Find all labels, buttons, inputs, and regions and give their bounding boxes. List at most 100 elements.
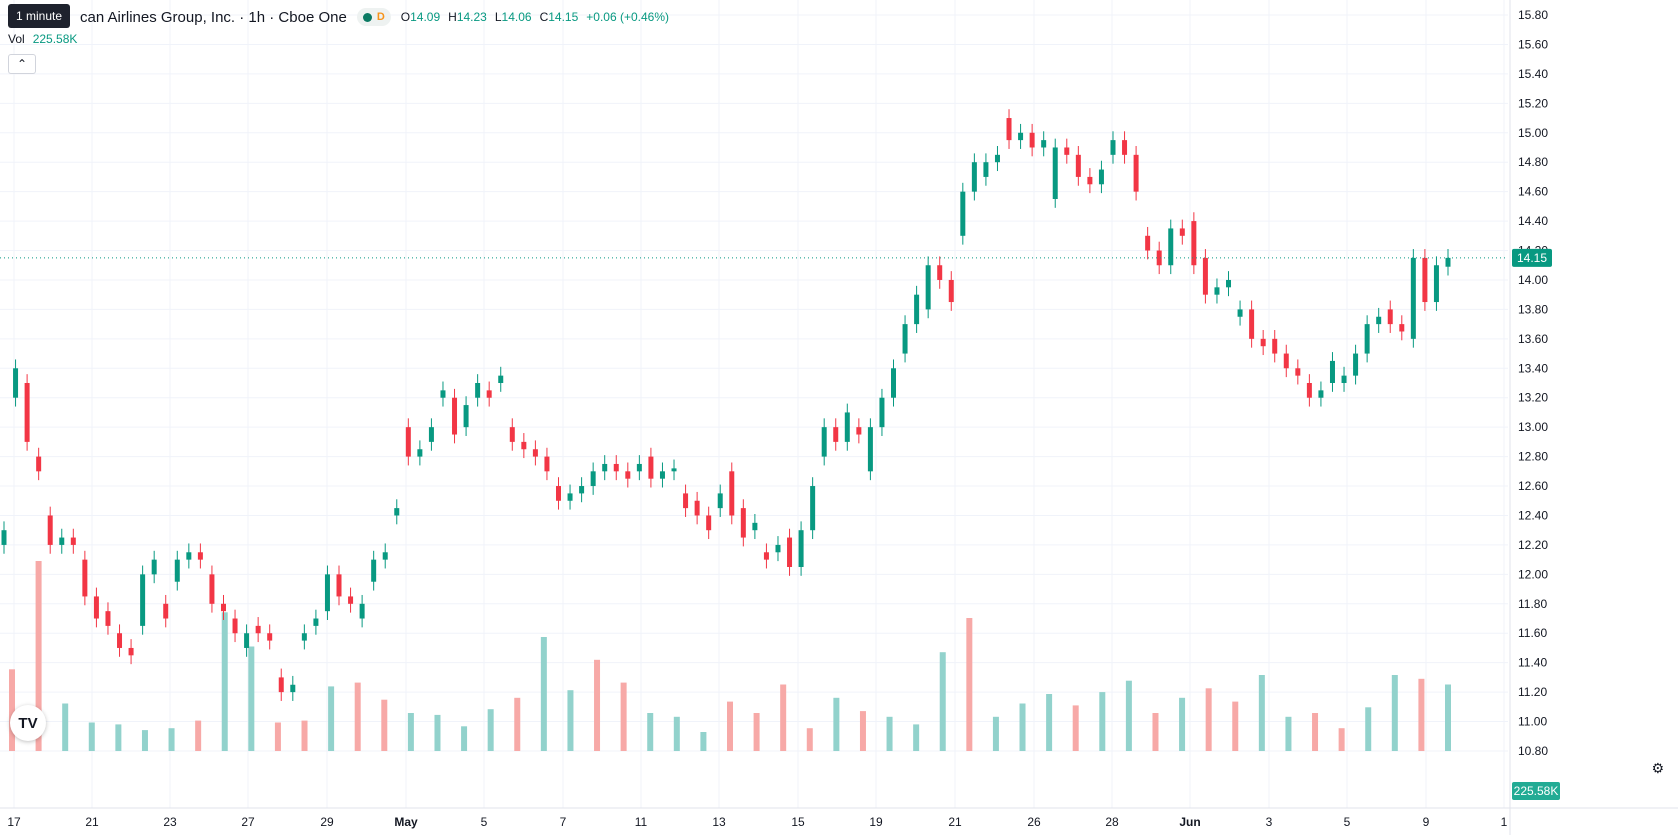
candle-body	[613, 463, 619, 472]
candle-body	[197, 552, 203, 560]
y-tick-label: 12.40	[1518, 508, 1548, 522]
candle-body	[810, 486, 816, 531]
candle-body	[1329, 360, 1335, 383]
x-tick-label: 21	[85, 815, 99, 829]
volume-bar	[461, 726, 468, 751]
volume-label[interactable]: Vol	[8, 32, 25, 46]
candle-body	[671, 468, 677, 472]
market-status-pill[interactable]: D	[356, 8, 391, 26]
candle-body	[1226, 279, 1232, 288]
candle-body	[798, 530, 804, 567]
candle-body	[452, 397, 458, 435]
candle-body	[1260, 338, 1266, 347]
candle-body	[787, 537, 793, 567]
candle-body	[82, 559, 88, 597]
y-tick-label: 15.00	[1518, 126, 1548, 140]
candle-body	[1249, 309, 1255, 339]
x-tick-label: Jun	[1179, 815, 1200, 829]
volume-badge-label: 225.58K	[1514, 784, 1559, 798]
candle-body	[128, 647, 134, 656]
change-value: +0.06 (+0.46%)	[586, 10, 669, 24]
volume-bar	[1285, 716, 1292, 751]
y-tick-label: 13.80	[1518, 302, 1548, 316]
y-tick-label: 11.80	[1518, 597, 1547, 611]
candle-body	[1168, 228, 1174, 266]
symbol-title[interactable]: can Airlines Group, Inc. · 1h · Cboe One	[80, 8, 347, 26]
x-tick-label: 1	[1501, 815, 1508, 829]
candle-body	[602, 463, 608, 472]
volume-bar	[966, 618, 973, 751]
candle-body	[220, 603, 226, 612]
gear-icon[interactable]: ⚙	[1651, 760, 1664, 776]
candle-body	[914, 294, 920, 325]
y-tick-label: 12.60	[1518, 479, 1548, 493]
volume-value: 225.58K	[32, 32, 78, 46]
candle-body	[509, 427, 515, 442]
volume-bar	[407, 713, 414, 751]
x-tick-label: 23	[163, 815, 177, 829]
candle-body	[405, 427, 411, 457]
y-tick-label: 13.20	[1518, 391, 1548, 405]
y-tick-label: 13.00	[1518, 420, 1548, 434]
volume-bar	[806, 728, 813, 751]
candle-body	[683, 493, 689, 509]
x-tick-label: 5	[481, 815, 488, 829]
last-price-label: 14.15	[1517, 251, 1547, 265]
candle-body	[775, 544, 781, 553]
x-tick-label: 29	[320, 815, 334, 829]
volume-bar	[434, 714, 441, 751]
candle-body	[1145, 235, 1151, 251]
y-tick-label: 10.80	[1518, 744, 1548, 758]
candle-body	[1202, 257, 1208, 295]
y-tick-label: 13.60	[1518, 332, 1548, 346]
y-tick-label: 14.00	[1518, 273, 1548, 287]
volume-bar	[487, 709, 494, 751]
x-tick-label: 7	[560, 815, 567, 829]
tradingview-logo[interactable]: TV	[10, 705, 46, 741]
candle-body	[336, 574, 342, 597]
candle-body	[891, 368, 897, 398]
interval-tooltip: 1 minute	[8, 4, 71, 28]
y-tick-label: 12.80	[1518, 450, 1548, 464]
candle-body	[267, 633, 273, 641]
candle-body	[902, 324, 908, 354]
candle-body	[1029, 132, 1035, 148]
candle-body	[1087, 176, 1093, 185]
candle-body	[867, 427, 873, 472]
volume-bar	[1152, 713, 1159, 751]
volume-bar	[727, 701, 733, 751]
volume-bar	[939, 652, 946, 751]
candle-body	[278, 677, 284, 693]
candle-body	[567, 493, 573, 501]
collapse-legend-button[interactable]: ⌃	[8, 54, 36, 74]
candle-body	[625, 471, 631, 479]
volume-bar	[753, 713, 760, 751]
candle-body	[382, 552, 388, 560]
candle-body	[1122, 140, 1128, 155]
candle-body	[694, 500, 700, 516]
candle-body	[1041, 140, 1047, 148]
volume-bar	[833, 697, 840, 751]
candle-body	[1156, 250, 1162, 266]
candle-body	[1318, 390, 1324, 398]
candle-body	[706, 515, 712, 531]
x-tick-label: 19	[869, 815, 883, 829]
symbol-legend: can Airlines Group, Inc. · 1h · Cboe One…	[8, 6, 669, 28]
candle-body	[1295, 368, 1301, 376]
candle-body	[1098, 169, 1104, 185]
close-label: C	[539, 10, 549, 24]
candle-body	[948, 279, 954, 303]
volume-bar	[274, 722, 281, 751]
y-tick-label: 13.40	[1518, 361, 1548, 375]
volume-legend: Vol 225.58K	[8, 32, 77, 46]
candle-body	[1237, 309, 1243, 317]
volume-bar	[1019, 703, 1026, 751]
y-tick-label: 12.00	[1518, 567, 1548, 581]
candle-body	[301, 633, 307, 641]
close-value: 14.15	[548, 10, 579, 24]
x-tick-label: 21	[948, 815, 962, 829]
candle-body	[1191, 221, 1197, 266]
candle-body	[105, 611, 111, 626]
candle-body	[70, 537, 76, 545]
